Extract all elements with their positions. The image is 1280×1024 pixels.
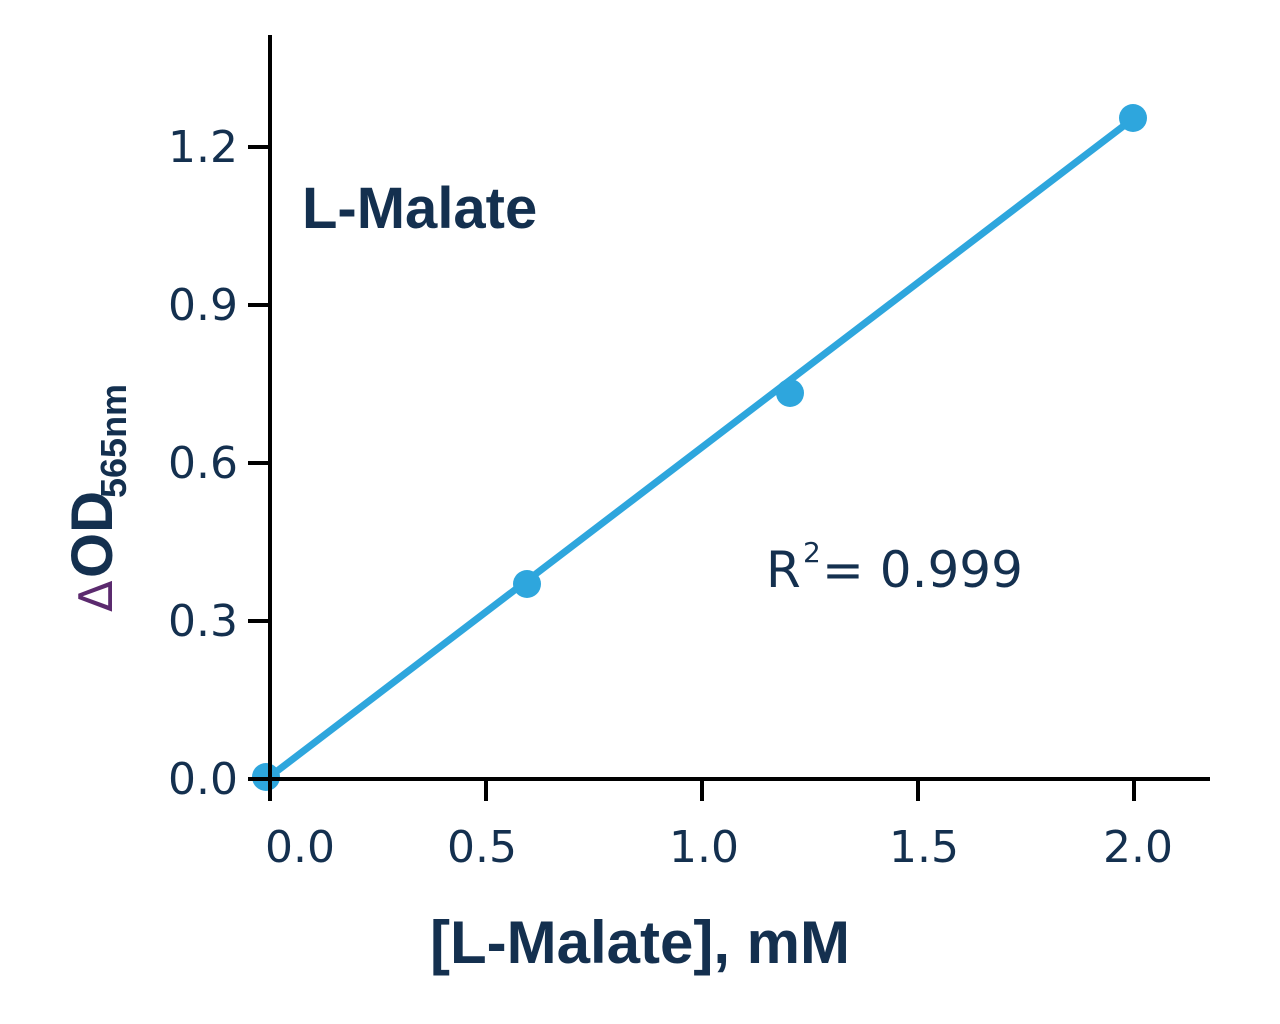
y-label-subscript: 565nm (93, 384, 134, 498)
r-squared-annotation: R 2 = 0.999 (766, 536, 1023, 599)
r2-value: = 0.999 (822, 541, 1023, 599)
y-label-main: OD (60, 491, 125, 578)
y-tick-label: 1.2 (168, 122, 238, 173)
y-tick-label: 0.6 (168, 438, 238, 489)
y-tick-label: 0.3 (168, 596, 238, 647)
r2-superscript: 2 (803, 536, 821, 569)
y-tick-label: 0.0 (168, 754, 238, 805)
r2-base: R (766, 541, 801, 599)
data-point (776, 379, 804, 407)
x-tick-label: 1.0 (669, 822, 739, 873)
y-tick-label: 0.9 (168, 280, 238, 331)
x-tick-label: 1.5 (889, 822, 959, 873)
chart-title: L-Malate (302, 176, 537, 241)
y-axis-label: Δ OD 565nm (60, 384, 134, 612)
fit-line (264, 114, 1138, 782)
x-tick-label: 0.5 (447, 822, 517, 873)
y-ticks: 0.0 0.3 0.6 0.9 1.2 (168, 122, 270, 805)
x-ticks: 0.0 0.5 1.0 1.5 2.0 (265, 779, 1173, 873)
data-point (1119, 104, 1147, 132)
delta-symbol: Δ (69, 580, 123, 612)
x-axis-label: [L-Malate], mM (430, 909, 850, 976)
x-tick-label: 0.0 (265, 822, 335, 873)
x-tick-label: 2.0 (1103, 822, 1173, 873)
data-point (513, 570, 541, 598)
